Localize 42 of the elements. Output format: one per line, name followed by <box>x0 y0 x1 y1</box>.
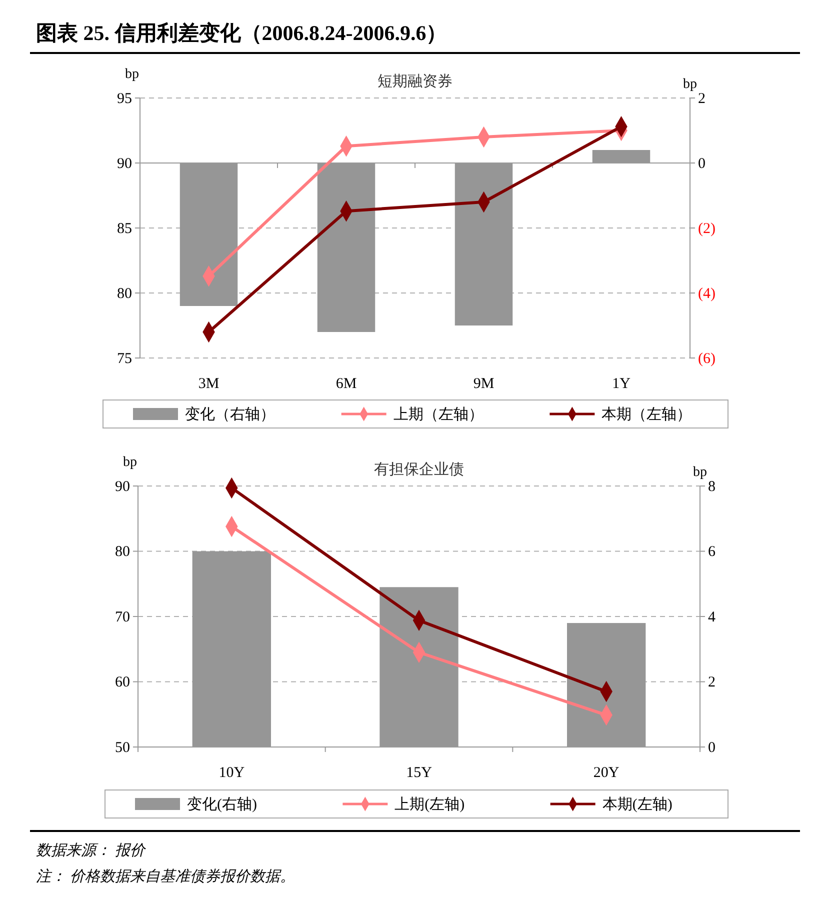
legend-label: 变化（右轴） <box>185 406 275 423</box>
text: 注： 价格数据来自基准债券报价数据。 <box>36 868 295 885</box>
chart-title: 有担保企业债 <box>374 461 464 478</box>
source-note: 数据来源： 报价 <box>36 842 147 859</box>
y-tick-label: 80 <box>115 544 130 560</box>
y2-tick-label: (6) <box>698 350 716 367</box>
y-tick-label: 95 <box>117 90 132 107</box>
y2-tick-label: 0 <box>698 156 706 172</box>
x-tick-label: 20Y <box>593 765 620 781</box>
x-tick-label: 6M <box>336 376 357 392</box>
y-tick-label: 50 <box>115 740 130 756</box>
y2-tick-label: 4 <box>708 609 716 626</box>
legend-label: 上期（左轴） <box>393 406 484 423</box>
y2-tick-label: 2 <box>708 674 716 691</box>
y2-tick-label: 0 <box>708 740 716 756</box>
y2-tick-label: (4) <box>698 286 716 302</box>
legend-label: 上期(左轴) <box>394 796 465 813</box>
x-tick-label: 1Y <box>612 376 631 392</box>
y-axis-title: bp <box>125 67 139 82</box>
y-tick-label: 90 <box>117 156 132 172</box>
legend-label: 本期（左轴） <box>602 406 692 423</box>
y2-tick-label: 8 <box>708 478 716 495</box>
y2-tick-label: (2) <box>698 220 716 237</box>
chart-subtitle: 短期融资券 <box>378 73 452 90</box>
y2-axis-title: bp <box>683 77 697 92</box>
y-axis-title: bp <box>123 455 137 470</box>
x-tick-label: 3M <box>198 376 220 392</box>
x-tick-label: 9M <box>473 376 494 392</box>
y-tick-label: 85 <box>117 220 132 237</box>
legend-label: 本期(左轴) <box>602 796 672 813</box>
y2-tick-label: 2 <box>698 90 706 107</box>
y2-axis-title: bp <box>693 465 707 480</box>
chart-title: 图表 25. 信用利差变化（2006.8.24-2006.9.6） <box>36 21 448 45</box>
legend-label: 变化(右轴) <box>187 796 257 813</box>
y-tick-label: 90 <box>115 478 130 495</box>
x-tick-label: 15Y <box>406 765 432 781</box>
y2-tick-label: 6 <box>708 544 716 560</box>
y-tick-label: 70 <box>115 609 130 626</box>
y-tick-label: 80 <box>117 286 132 302</box>
y-tick-label: 75 <box>117 350 132 367</box>
x-tick-label: 10Y <box>218 765 245 781</box>
y-tick-label: 60 <box>115 674 130 691</box>
